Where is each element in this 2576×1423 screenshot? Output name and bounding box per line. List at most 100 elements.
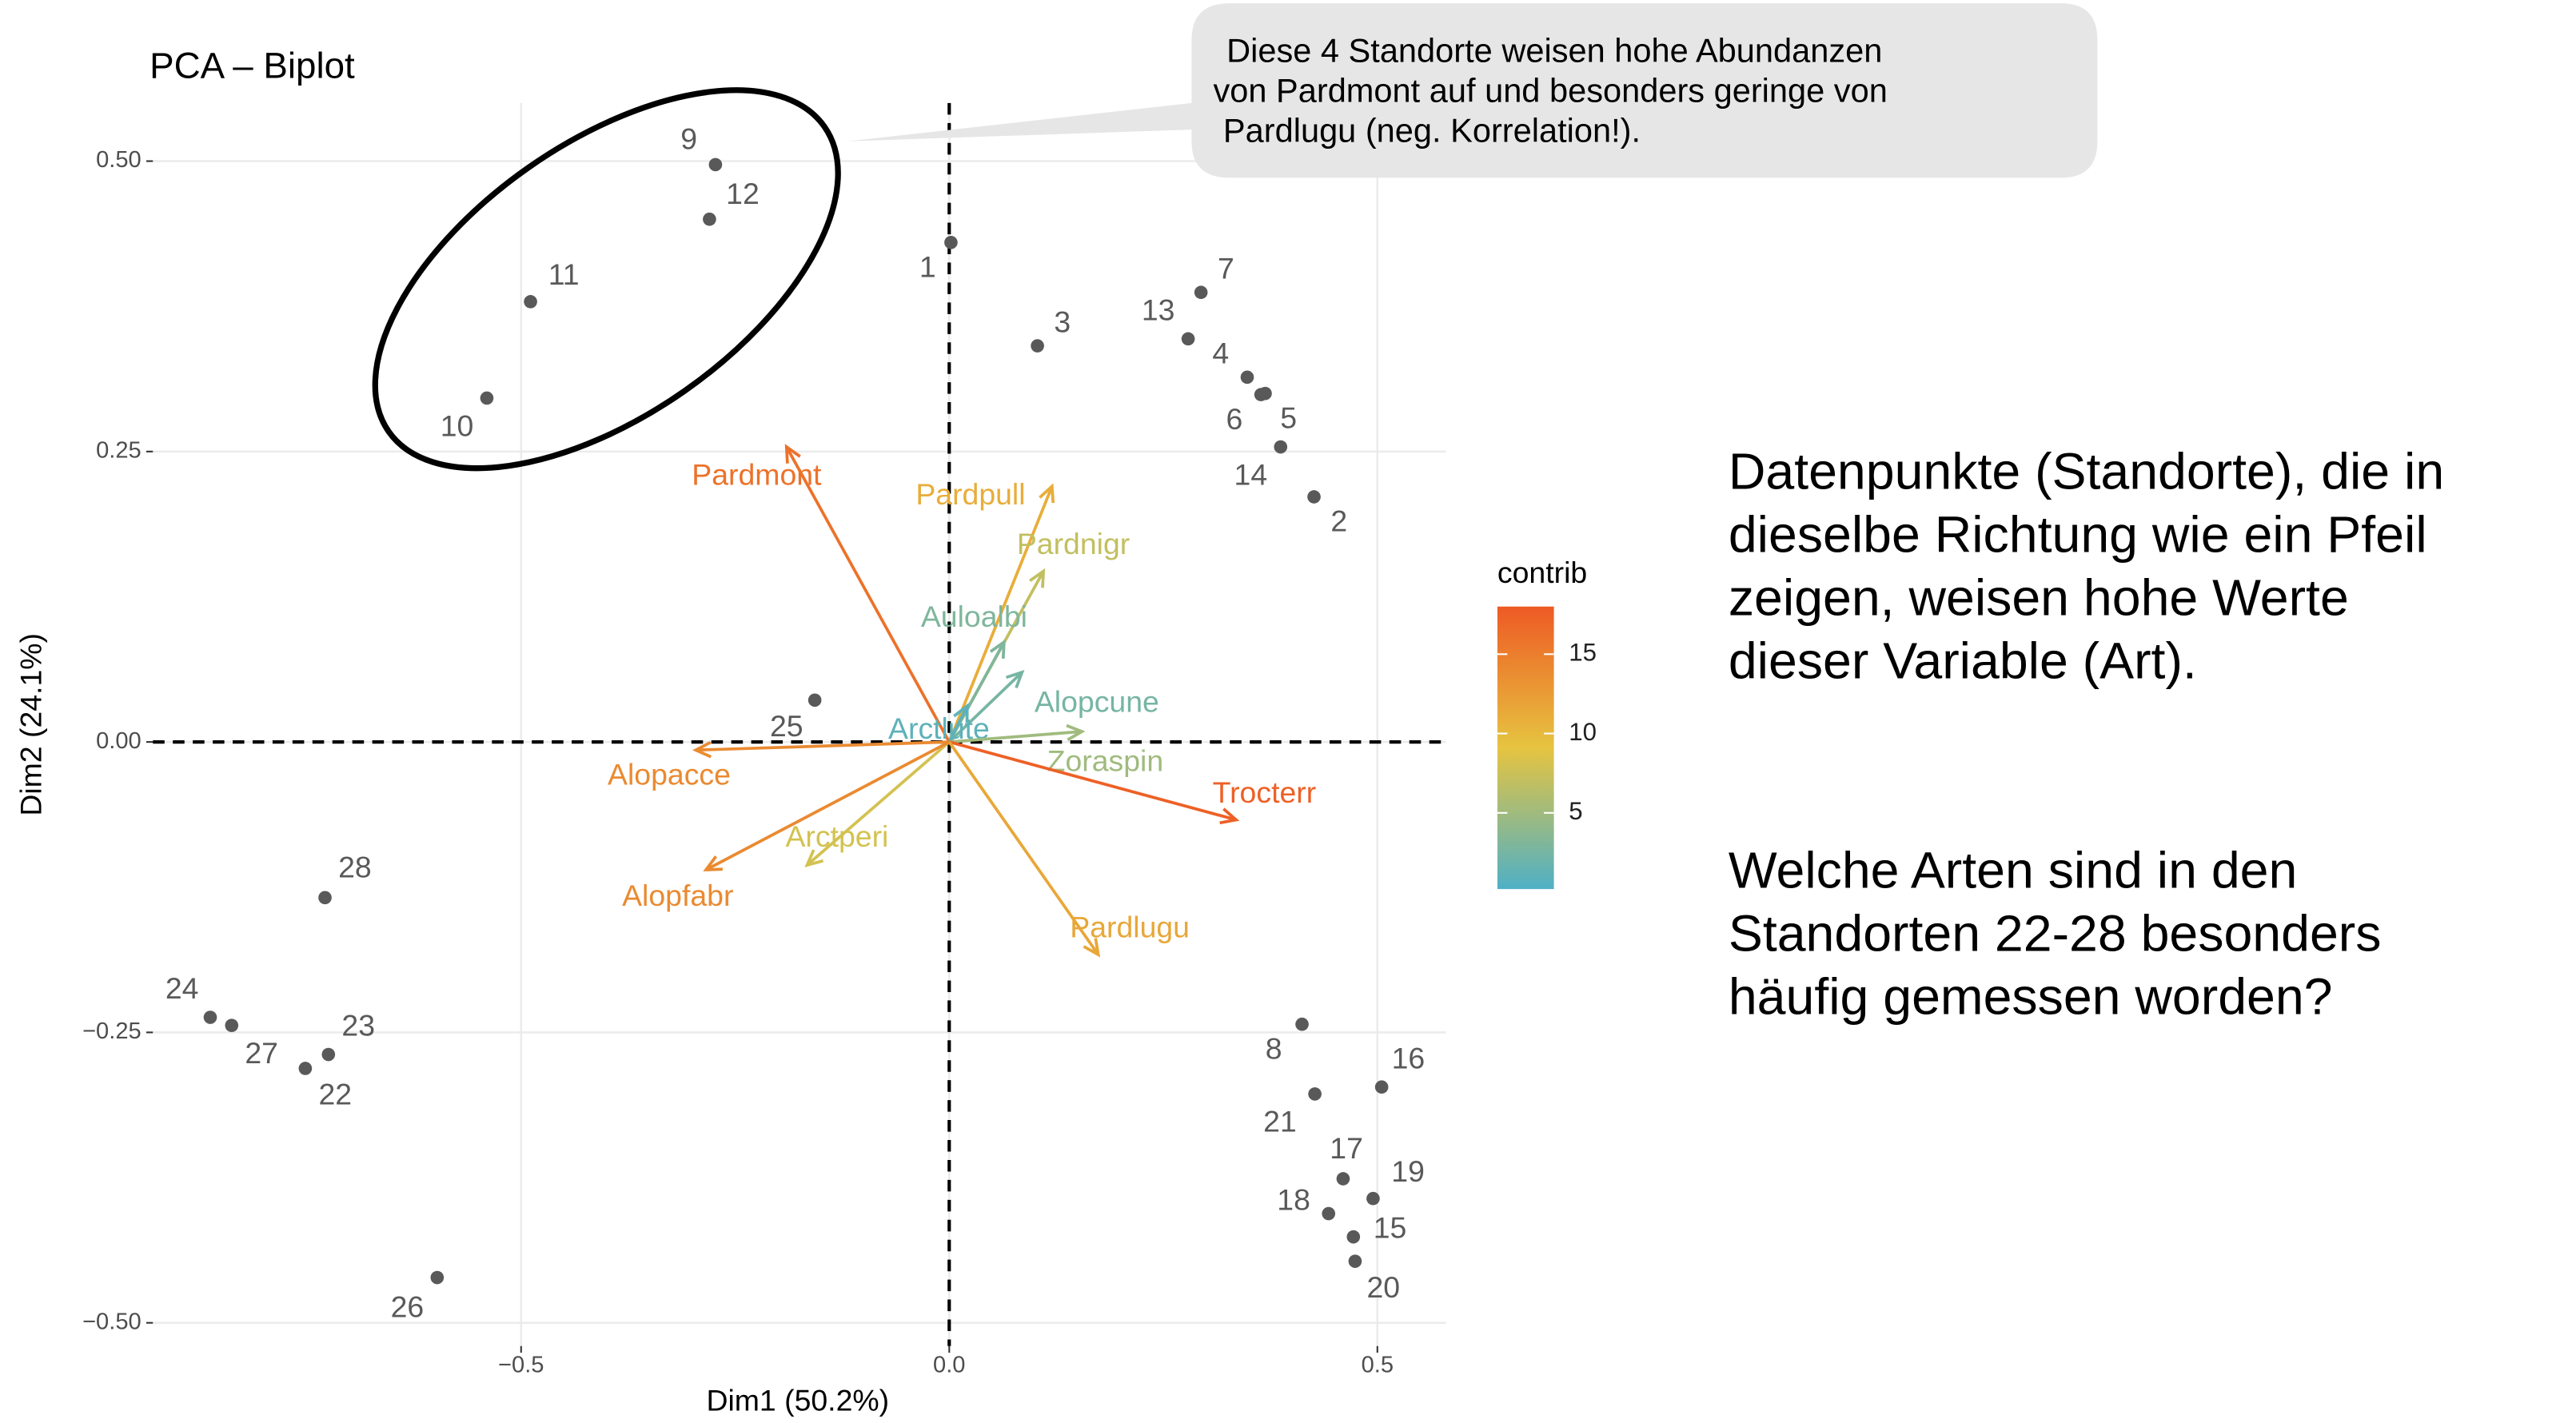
arrow-head <box>703 855 723 871</box>
site-label: 20 <box>1366 1270 1400 1304</box>
colorbar-label: 10 <box>1569 718 1597 746</box>
loading-arrow <box>949 730 1083 743</box>
legend-title: contrib <box>1497 556 1587 589</box>
site-point <box>708 157 723 172</box>
variable-label: Pardmont <box>692 457 822 491</box>
variable-label: Zoraspin <box>1047 743 1164 777</box>
side-text: Welche Arten sind in den <box>1729 841 2297 899</box>
site-point <box>1322 1206 1336 1221</box>
callout-text: Diese 4 Standorte weisen hohe Abundanzen <box>1226 32 1882 70</box>
variable-label: Auloalbi <box>921 600 1027 633</box>
colorbar-label: 5 <box>1569 797 1582 825</box>
site-label: 18 <box>1277 1182 1310 1216</box>
site-point <box>1274 440 1288 454</box>
loading-arrow <box>696 740 950 752</box>
site-point <box>480 391 494 405</box>
loading-arrow <box>947 485 1054 743</box>
loading-arrow <box>785 446 951 743</box>
site-point <box>807 693 822 708</box>
variable-label: Alopcune <box>1035 684 1159 718</box>
side-text: dieser Variable (Art). <box>1729 632 2197 690</box>
site-label: 22 <box>318 1078 352 1111</box>
site-point <box>1240 370 1254 385</box>
side-text: Datenpunkte (Standorte), die in <box>1729 443 2444 500</box>
arrow-head <box>1066 723 1086 742</box>
arrow-head <box>804 849 824 867</box>
arrow-head <box>1219 807 1240 825</box>
side-text: häufig gemessen worden? <box>1729 967 2333 1025</box>
arrow-head <box>1083 938 1101 958</box>
variable-label: Alopacce <box>608 757 731 791</box>
site-point <box>524 295 537 309</box>
y-tick-label: 0.00 <box>96 728 142 754</box>
site-point <box>1295 1017 1309 1031</box>
x-axis-title: Dim1 (50.2%) <box>706 1383 889 1417</box>
variable-label: Pardlugu <box>1070 911 1190 944</box>
site-point <box>1307 490 1321 504</box>
site-point <box>1336 1172 1350 1186</box>
variable-label: Pardnigr <box>1017 527 1130 560</box>
site-point <box>703 212 716 226</box>
variable-label: Alopfabr <box>622 879 733 912</box>
variable-label: Arctperi <box>785 819 888 853</box>
callout-text: Pardlugu (neg. Korrelation!). <box>1223 111 1641 149</box>
loading-arrow <box>806 740 951 867</box>
site-point <box>430 1270 445 1285</box>
callout-bubble <box>847 3 2098 178</box>
site-label: 28 <box>338 850 372 883</box>
loading-arrow <box>947 671 1023 743</box>
site-label: 13 <box>1142 293 1175 326</box>
site-point <box>1308 1087 1322 1101</box>
arrow-head <box>1005 669 1025 689</box>
site-label: 7 <box>1218 252 1234 285</box>
arrow-head <box>692 740 712 759</box>
variable-label: Trocterr <box>1213 775 1317 809</box>
x-tick-label: 0.5 <box>1362 1352 1394 1377</box>
site-label: 4 <box>1212 337 1229 370</box>
site-label: 1 <box>919 249 936 283</box>
site-point <box>321 1047 336 1062</box>
loading-arrow <box>948 740 1237 822</box>
side-text: Standorten 22-28 besonders <box>1729 904 2382 962</box>
arrow-head <box>1029 568 1046 588</box>
colorbar <box>1497 606 1554 890</box>
site-label: 15 <box>1374 1211 1407 1245</box>
side-text: zeigen, weisen hohe Werte <box>1729 569 2349 627</box>
site-label: 23 <box>341 1009 375 1042</box>
site-label: 26 <box>391 1289 425 1323</box>
y-tick-label: 0.25 <box>96 438 142 464</box>
highlight-ellipse <box>372 87 841 472</box>
site-point <box>944 235 958 249</box>
loading-arrow <box>947 741 1100 956</box>
site-point <box>1348 1254 1362 1268</box>
loading-arrow <box>705 740 951 871</box>
site-point <box>203 1010 217 1024</box>
y-axis-title: Dim2 (24.1%) <box>14 633 47 816</box>
site-label: 11 <box>548 257 580 291</box>
site-point <box>225 1018 239 1032</box>
site-label: 27 <box>245 1036 278 1070</box>
site-label: 5 <box>1280 401 1297 434</box>
site-label: 17 <box>1330 1131 1363 1165</box>
site-label: 14 <box>1234 457 1268 491</box>
y-tick-label: −0.50 <box>82 1309 142 1334</box>
site-label: 10 <box>441 409 474 442</box>
chart-title: PCA – Biplot <box>150 45 355 86</box>
y-tick-label: 0.50 <box>96 147 142 173</box>
site-point <box>1374 1080 1389 1094</box>
site-label: 12 <box>726 177 760 210</box>
loading-arrow <box>947 705 969 743</box>
site-point <box>1194 285 1208 300</box>
site-point <box>1346 1230 1361 1244</box>
x-tick-label: −0.5 <box>498 1352 544 1377</box>
site-label: 6 <box>1226 402 1242 436</box>
site-label: 24 <box>165 971 199 1005</box>
site-label: 8 <box>1266 1031 1282 1065</box>
site-point <box>298 1062 313 1075</box>
site-label: 9 <box>680 122 697 156</box>
callout-text: von Pardmont auf und besonders geringe v… <box>1213 71 1887 109</box>
site-label: 21 <box>1263 1105 1297 1138</box>
site-point <box>318 891 332 905</box>
